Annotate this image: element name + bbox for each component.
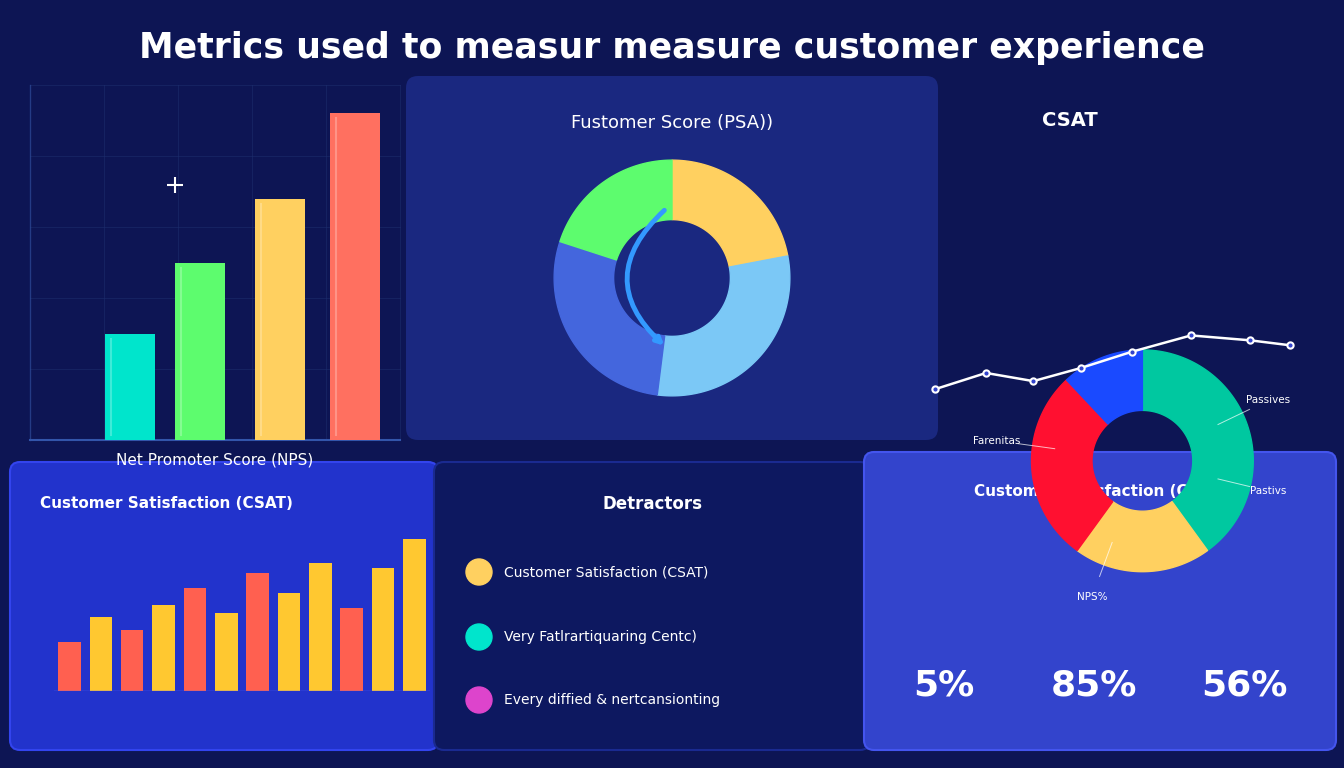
Polygon shape (1142, 350, 1253, 551)
Polygon shape (560, 161, 672, 260)
Bar (105, 333, 155, 440)
Text: 5%: 5% (914, 668, 974, 702)
Text: CSAT: CSAT (1042, 111, 1098, 130)
Text: Farenitas: Farenitas (973, 435, 1020, 445)
FancyBboxPatch shape (864, 452, 1336, 750)
Polygon shape (1078, 502, 1207, 571)
Text: Fustomer Score (PSA)): Fustomer Score (PSA)) (571, 114, 773, 132)
Text: Every diffied & nertcansionting: Every diffied & nertcansionting (504, 693, 720, 707)
Text: Passives: Passives (1246, 396, 1290, 406)
Text: 85%: 85% (1051, 668, 1137, 702)
Bar (403, 539, 426, 691)
Text: Very Fatlrartiquaring Centc): Very Fatlrartiquaring Centc) (504, 630, 698, 644)
Bar (246, 573, 269, 691)
Bar (309, 564, 332, 691)
Circle shape (466, 624, 492, 650)
Bar (255, 199, 305, 440)
Text: Customer Satisfaction (CSAT): Customer Satisfaction (CSAT) (40, 496, 293, 511)
Bar (331, 114, 380, 440)
Bar (152, 605, 175, 691)
Bar (340, 607, 363, 691)
Bar (121, 630, 144, 691)
FancyBboxPatch shape (434, 462, 870, 750)
Text: Net Promoter Score (NPS): Net Promoter Score (NPS) (117, 452, 313, 468)
Bar (58, 642, 81, 691)
Bar (215, 613, 238, 691)
Circle shape (466, 559, 492, 585)
Bar (278, 593, 300, 691)
Bar (372, 568, 394, 691)
Text: Metrics used to measur measure customer experience: Metrics used to measur measure customer … (138, 31, 1206, 65)
Polygon shape (672, 161, 788, 267)
Text: Customer Satisfaction (CSAT): Customer Satisfaction (CSAT) (973, 485, 1227, 499)
Text: NPS%: NPS% (1077, 592, 1107, 602)
Polygon shape (1067, 350, 1142, 424)
Bar (175, 263, 224, 440)
Polygon shape (657, 256, 790, 396)
Bar (90, 617, 112, 691)
FancyBboxPatch shape (9, 462, 438, 750)
Circle shape (466, 687, 492, 713)
Text: 56%: 56% (1200, 668, 1288, 702)
Polygon shape (1032, 380, 1113, 551)
FancyBboxPatch shape (406, 76, 938, 440)
Text: Detractors: Detractors (602, 495, 702, 513)
Bar (184, 588, 206, 691)
Text: Customer Satisfaction (CSAT): Customer Satisfaction (CSAT) (504, 565, 708, 579)
Polygon shape (554, 242, 665, 395)
Text: Pastivs: Pastivs (1250, 486, 1286, 496)
